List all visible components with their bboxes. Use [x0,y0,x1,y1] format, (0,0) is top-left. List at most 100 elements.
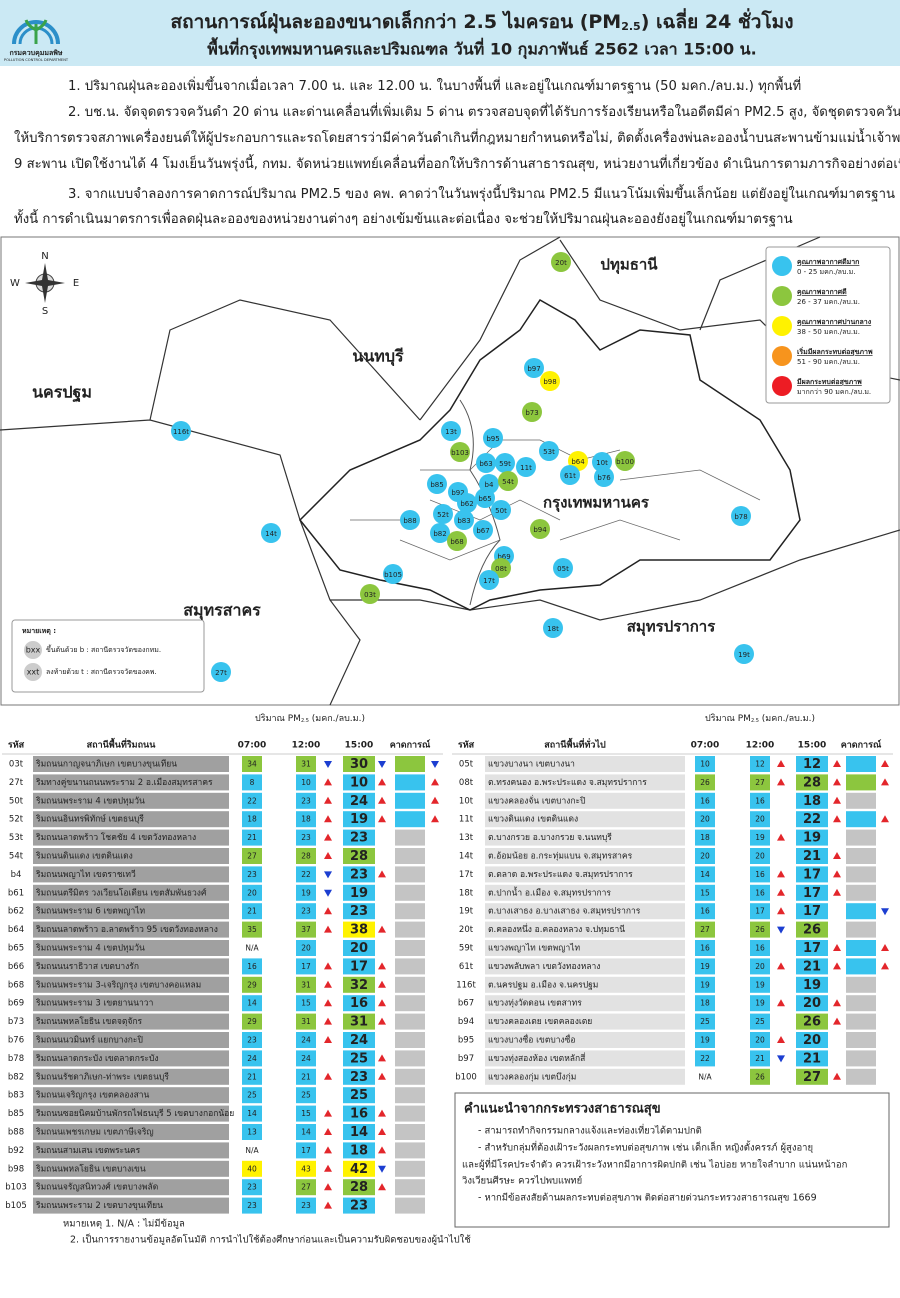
value-cell [296,756,316,772]
name-cell [33,866,229,883]
name-cell [485,903,685,920]
station-label: 59t [499,460,511,468]
value-cell [750,811,770,828]
trend-up [324,1017,332,1025]
station-name: แขวงทุ่งวัดดอน เขตสาทร [488,999,582,1009]
forecast-cell [846,976,876,993]
unit-label: ปริมาณ PM2.5 (มคก./ลบ.ม.) [705,713,815,724]
pm-value: 16 [755,888,765,897]
name-cell [33,756,229,772]
value-cell [796,1050,828,1067]
station-label: b78 [734,513,747,521]
value-cell [242,976,262,993]
station-label: 11t [520,464,532,472]
station-marker [530,519,550,539]
station-code: 03t [9,760,24,770]
forecast-cell [395,1032,425,1048]
note-symbol-bg [24,641,42,659]
name-cell [485,921,685,938]
value-cell [242,903,262,920]
legend-title: เริ่มมีผลกระทบต่อสุขภาพ [797,346,873,356]
name-cell [33,1197,229,1214]
station-code: b65 [8,944,24,954]
value-cell [750,884,770,901]
station-marker [498,471,518,491]
station-marker [540,371,560,391]
value-cell [343,884,375,901]
pm-value: 8 [250,778,255,787]
trend-up [881,962,889,970]
station-code: 10t [459,796,474,806]
station-name: ริมถนนรัชดาภิเษก-ท่าพระ เขตธนบุรี [36,1071,170,1082]
value-cell [750,756,770,772]
pm-value: 16 [700,796,710,805]
pm-value: 23 [247,1183,257,1192]
value-cell [296,848,316,864]
pm-value: 10 [350,775,368,790]
trend-down [777,1055,785,1063]
pm-value: 21 [247,1072,257,1081]
trend-down [378,1165,386,1173]
trend-up [833,962,841,970]
pm-value: 18 [247,815,257,824]
station-label: b95 [486,435,499,443]
name-cell [33,1050,229,1067]
pm-value: 37 [301,925,311,934]
pm-value: 20 [755,962,765,971]
trend-up [881,760,889,767]
pm-value: 23 [301,833,311,842]
forecast-cell [846,884,876,901]
pm-value: 34 [247,760,257,769]
value-cell [343,1032,375,1048]
pm-value: 26 [700,778,710,787]
pm-value: 28 [350,1180,368,1195]
pm-value: 24 [247,1054,257,1063]
station-label: b83 [457,517,470,525]
legend-box [765,246,891,404]
value-cell [343,866,375,883]
station-name: ต.นครปฐม อ.เมือง จ.นครปฐม [488,979,598,990]
legend-title: คุณภาพอากาศดีมาก [797,258,859,266]
forecast-cell [846,921,876,938]
station-marker [400,510,420,530]
value-cell [695,958,715,975]
forecast-cell [846,811,876,828]
name-cell [485,774,685,791]
trend-up [833,778,841,786]
pm-value: 19 [700,962,710,971]
advice-line: - สำหรับกลุ่มที่ต้องเฝ้าระวังผลกระทบต่อส… [478,1141,813,1154]
column-header: คาดการณ์ [841,739,882,751]
trend-up [378,1017,386,1025]
pm-value: 14 [247,1109,257,1118]
trend-up [324,1036,332,1043]
pm-value: 27 [755,778,765,787]
station-label: b98 [543,378,556,386]
station-code: b94 [458,1017,474,1027]
pm-value: 20 [350,941,368,956]
station-name: ริมถนนจรัญสนิทวงศ์ เขตบางพลัด [36,1182,159,1193]
value-cell [296,866,316,883]
station-code: 17t [459,870,474,880]
station-label: 54t [502,478,514,486]
column-header: คาดการณ์ [390,739,431,751]
legend-range: 0 - 25 มคก./ลบ.ม. [797,268,855,276]
value-cell [296,1032,316,1048]
value-cell [750,829,770,846]
forecast-cell [395,1087,425,1104]
name-cell [33,792,229,809]
legend-title: มีผลกระทบต่อสุขภาพ [797,378,863,386]
station-name: ริมถนนเพชรเกษม เขตภาษีเจริญ [36,1127,154,1138]
station-code: 14t [459,852,474,862]
footnote: 2. เป็นการรายงานข้อมูลอัตโนมัติ การนำไปใ… [70,1233,471,1246]
value-cell [296,1013,316,1030]
map [0,236,900,706]
name-cell [485,995,685,1012]
trend-up [833,870,841,878]
legend-title: คุณภาพอากาศปานกลาง [797,318,872,326]
summary-line: 3. จากแบบจำลองการคาดการณ์ปริมาณ PM2.5 ขอ… [68,184,895,202]
value-cell [343,1160,375,1177]
pm-value: 22 [301,870,311,879]
advice-line: - สามารถทำกิจกรรมกลางแจ้งและท่องเที่ยวได… [478,1124,702,1137]
trend-up [431,778,439,786]
value-cell [343,1087,375,1104]
